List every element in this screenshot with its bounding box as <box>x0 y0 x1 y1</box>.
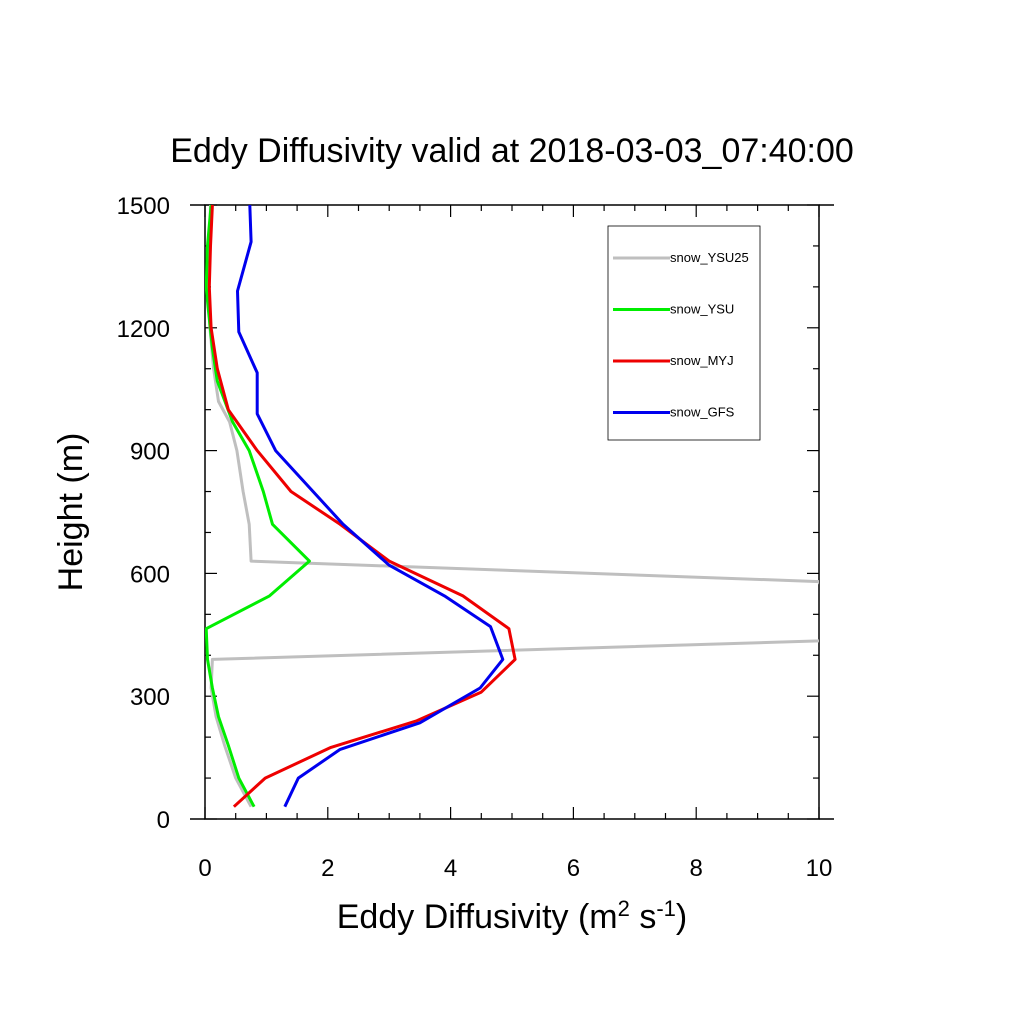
chart-title: Eddy Diffusivity valid at 2018-03-03_07:… <box>170 132 854 170</box>
x-axis-label: Eddy Diffusivity (m2 s-1) <box>337 896 687 936</box>
legend-label-snow_MYJ: snow_MYJ <box>670 353 734 368</box>
y-tick-label: 1500 <box>117 193 170 220</box>
series-line-snow_GFS <box>236 205 505 808</box>
series-lines <box>205 205 819 808</box>
x-tick-label: 8 <box>690 855 703 882</box>
legend-label-snow_YSU: snow_YSU <box>670 302 734 317</box>
axis-ticks <box>204 204 820 820</box>
x-tick-label: 0 <box>198 855 211 882</box>
x-axis-tick-labels: 0 2 4 6 8 10 <box>198 855 832 882</box>
legend-box <box>607 225 761 441</box>
y-tick-label: 1200 <box>117 316 170 343</box>
x-tick-label: 4 <box>444 855 457 882</box>
series-line-snow_YSU <box>205 205 311 808</box>
y-axis-tick-labels: 0 300 600 900 1200 1500 <box>117 193 170 834</box>
x-tick-label: 10 <box>806 855 833 882</box>
y-tick-label: 600 <box>130 561 170 588</box>
y-tick-label: 900 <box>130 439 170 466</box>
x-tick-label: 2 <box>321 855 334 882</box>
legend: snow_YSU25 snow_YSU snow_MYJ snow_GFS <box>607 225 761 441</box>
y-tick-label: 300 <box>130 684 170 711</box>
y-tick-label: 0 <box>157 807 170 834</box>
y-axis-label: Height (m) <box>52 433 90 592</box>
legend-label-snow_GFS: snow_GFS <box>670 405 735 420</box>
series-line-snow_MYJ <box>207 205 517 808</box>
legend-label-snow_YSU25: snow_YSU25 <box>670 250 749 265</box>
x-tick-label: 6 <box>567 855 580 882</box>
